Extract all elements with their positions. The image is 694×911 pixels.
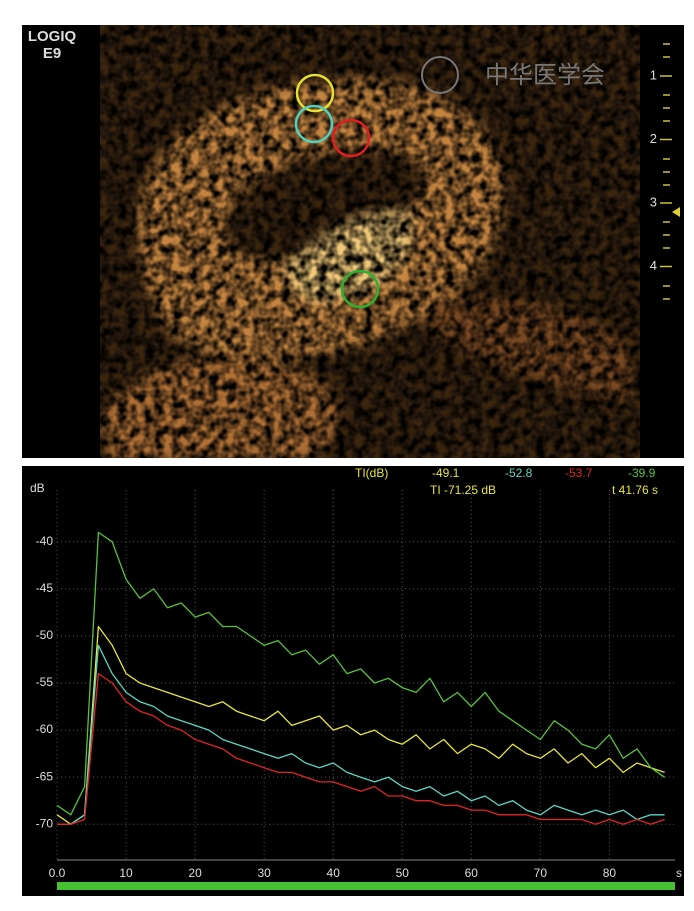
watermark-emblem [421, 56, 459, 94]
x-tick-label: 80 [603, 866, 617, 880]
y-tick-label: -65 [36, 769, 54, 783]
depth-label: 1 [650, 67, 657, 82]
logo: LOGIQ [28, 28, 77, 45]
series-line [57, 672, 665, 825]
logo: E9 [43, 45, 61, 62]
y-tick-label: -60 [36, 722, 54, 736]
y-tick-label: -55 [36, 675, 54, 689]
roi-green [340, 269, 380, 309]
x-tick-label: 40 [327, 866, 341, 880]
x-tick-label: 50 [396, 866, 410, 880]
series-line [56, 625, 665, 825]
ti-readout: TI -71.25 dB [430, 483, 496, 497]
y-tick-label: -40 [36, 534, 54, 548]
series-line [56, 531, 665, 816]
x-tick-label: 30 [257, 866, 271, 880]
depth-label: 3 [650, 194, 657, 209]
x-tick-label: 0.0 [49, 866, 66, 880]
watermark: 中华医学会 [485, 61, 605, 89]
ti-value: -49.1 [432, 466, 460, 480]
progress-bar [57, 882, 675, 890]
ti-value: -52.8 [505, 466, 533, 480]
depth-label: 4 [650, 258, 657, 273]
x-tick-label: 60 [465, 866, 479, 880]
y-tick-label: -50 [36, 628, 54, 642]
x-tick-label: 20 [188, 866, 202, 880]
series-line [57, 644, 665, 825]
y-tick-label: -45 [36, 581, 54, 595]
y-axis-label: dB [30, 481, 45, 495]
roi-yellow [295, 73, 335, 113]
roi-red [331, 118, 371, 158]
chart-panel [22, 466, 684, 896]
focus-marker [672, 207, 680, 217]
x-tick-label: 70 [534, 866, 548, 880]
depth-scale [663, 43, 670, 300]
ti-value: -39.9 [628, 466, 656, 480]
roi-cyan [294, 104, 334, 144]
ultrasound-image: LOGIQ E9 中华医学会 [22, 25, 684, 458]
t-readout: t 41.76 s [612, 483, 658, 497]
y-tick-label: -70 [36, 816, 54, 830]
x-axis-unit: s [676, 866, 682, 880]
ti-label: TI(dB) [355, 466, 388, 480]
ti-value: -53.7 [565, 466, 593, 480]
depth-label: 2 [650, 131, 657, 146]
x-tick-label: 10 [119, 866, 133, 880]
